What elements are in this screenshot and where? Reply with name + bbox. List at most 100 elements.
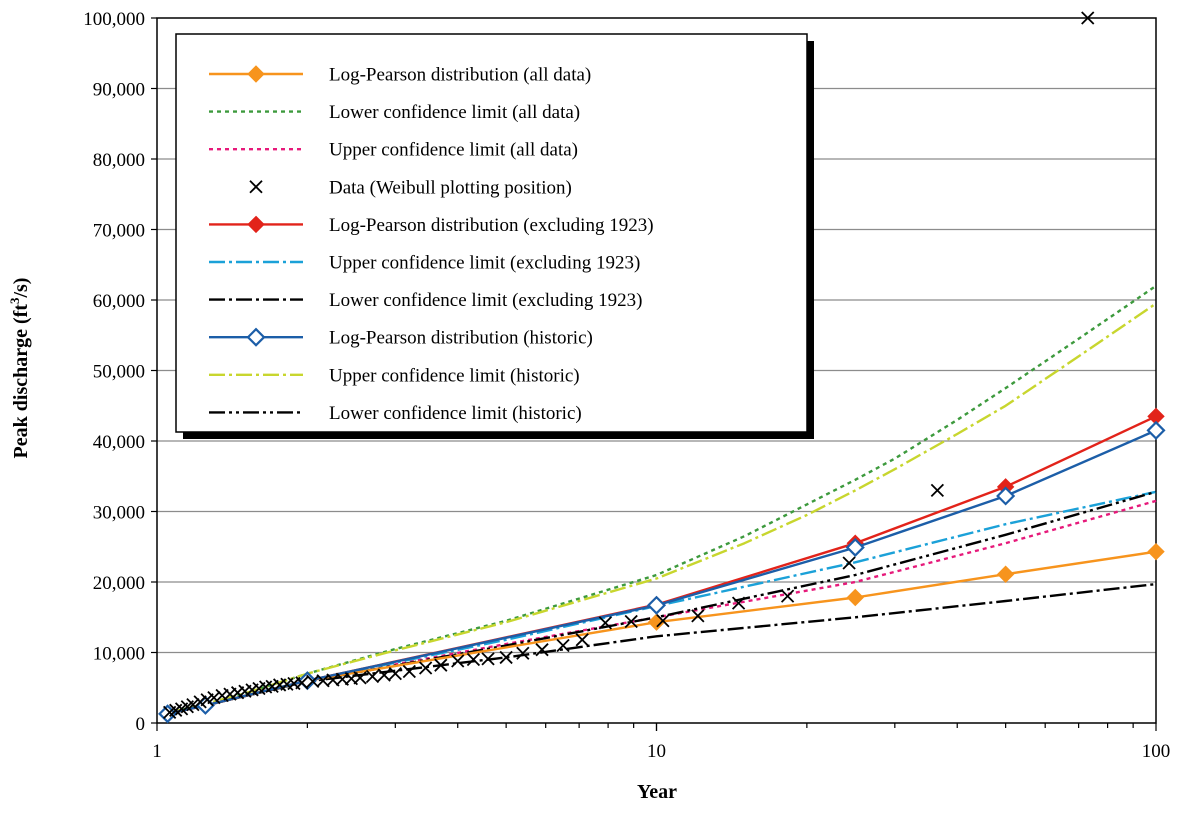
legend-marker <box>246 327 266 347</box>
data-point <box>691 609 705 623</box>
x-marker-stroke <box>353 671 367 685</box>
data-point <box>451 654 465 668</box>
y-axis-title: Peak discharge (ft3/s) <box>7 278 32 459</box>
x-marker-stroke <box>419 661 433 675</box>
legend-label: Lower confidence limit (historic) <box>329 403 582 424</box>
legend-item: Log-Pearson distribution (excluding 1923… <box>209 215 654 236</box>
y-tick-label: 20,000 <box>93 573 145 594</box>
legend-item: Lower confidence limit (excluding 1923) <box>209 290 642 311</box>
data-point <box>556 638 570 653</box>
data-point <box>575 633 589 647</box>
data-point <box>295 676 309 690</box>
legend-item: Upper confidence limit (excluding 1923) <box>209 253 640 274</box>
data-point <box>624 614 638 629</box>
y-tick-label: 90,000 <box>93 80 145 101</box>
data-point <box>402 664 416 679</box>
x-marker-stroke <box>295 676 309 690</box>
data-point <box>731 596 746 610</box>
data-point <box>481 652 495 666</box>
x-marker-stroke <box>316 674 330 688</box>
data-point <box>646 595 667 615</box>
x-marker-stroke <box>842 556 856 570</box>
x-marker-stroke <box>451 654 465 668</box>
legend-label: Log-Pearson distribution (all data) <box>329 65 591 86</box>
x-marker-stroke <box>466 652 481 667</box>
x-marker-stroke <box>691 609 705 623</box>
legend-marker <box>249 180 263 194</box>
data-point <box>419 661 433 675</box>
y-tick-label: 100,000 <box>83 9 145 30</box>
x-tick-label: 10 <box>647 741 666 762</box>
data-point <box>996 565 1015 583</box>
x-marker-stroke <box>930 483 945 497</box>
data-point <box>377 668 391 682</box>
x-tick-label: 100 <box>1142 741 1171 762</box>
legend-box <box>175 33 808 433</box>
data-point <box>516 646 530 660</box>
x-marker-stroke <box>499 650 513 665</box>
x-marker-stroke <box>207 690 221 705</box>
legend-label: Lower confidence limit (all data) <box>329 102 580 123</box>
data-point <box>1146 420 1166 440</box>
y-tick-label: 60,000 <box>93 291 145 312</box>
x-marker-stroke <box>326 673 340 687</box>
data-point <box>656 614 670 628</box>
data-point <box>842 556 856 570</box>
y-tick-label: 80,000 <box>93 150 145 171</box>
legend-label: Upper confidence limit (historic) <box>329 365 580 386</box>
legend-label: Log-Pearson distribution (excluding 1923… <box>329 215 654 236</box>
series-0 <box>158 542 1165 723</box>
legend-item: Data (Weibull plotting position) <box>249 177 572 198</box>
data-point <box>1081 11 1095 25</box>
x-marker-stroke <box>249 180 263 194</box>
legend-marker <box>247 65 265 83</box>
y-tick-label: 10,000 <box>93 644 145 665</box>
x-marker-stroke <box>481 652 495 666</box>
data-point <box>186 698 200 712</box>
data-point <box>353 671 367 685</box>
data-point <box>930 483 945 497</box>
legend-item: Log-Pearson distribution (historic) <box>209 327 593 349</box>
x-marker-stroke <box>575 633 589 647</box>
axis-layer: 0 10,000 20,000 30,000 40,000 50,000 60,000 70,… <box>83 9 1170 762</box>
legend-item: Log-Pearson distribution (all data) <box>209 65 591 86</box>
x-marker-stroke <box>556 638 570 653</box>
legend-label: Upper confidence limit (excluding 1923) <box>329 253 640 274</box>
data-point <box>499 650 513 665</box>
series-layer <box>158 11 1166 724</box>
data-point <box>388 667 402 681</box>
legend-label: Upper confidence limit (all data) <box>329 140 578 161</box>
x-marker-stroke <box>402 664 416 679</box>
x-marker-stroke <box>434 658 448 672</box>
x-marker-stroke <box>215 688 229 703</box>
legend-item: Upper confidence limit (historic) <box>209 365 580 386</box>
x-marker-stroke <box>516 646 530 660</box>
x-marker-stroke <box>624 614 638 629</box>
legend-label: Lower confidence limit (excluding 1923) <box>329 290 642 311</box>
data-point <box>215 688 229 703</box>
data-point <box>466 652 481 667</box>
data-point <box>1147 542 1165 561</box>
data-point <box>434 658 448 672</box>
legend-label: Log-Pearson distribution (historic) <box>329 328 593 349</box>
y-tick-label: 30,000 <box>93 503 145 524</box>
data-point <box>996 486 1016 506</box>
legend-marker <box>247 215 265 234</box>
y-tick-label: 40,000 <box>93 432 145 453</box>
x-marker-stroke <box>306 674 320 689</box>
y-tick-label: 0 <box>136 714 146 735</box>
x-marker-stroke <box>1081 11 1095 25</box>
x-tick-label: 1 <box>152 741 162 762</box>
x-marker-stroke <box>186 698 200 712</box>
legend-label: Data (Weibull plotting position) <box>329 177 572 198</box>
x-axis-title: Year <box>637 781 677 803</box>
data-point <box>365 669 380 684</box>
data-point <box>306 674 320 689</box>
x-marker-stroke <box>344 671 359 686</box>
x-marker-stroke <box>780 589 795 603</box>
legend-item: Upper confidence limit (all data) <box>209 140 578 161</box>
x-marker-stroke <box>731 596 746 610</box>
x-marker-stroke <box>598 616 613 630</box>
data-point <box>535 643 549 657</box>
